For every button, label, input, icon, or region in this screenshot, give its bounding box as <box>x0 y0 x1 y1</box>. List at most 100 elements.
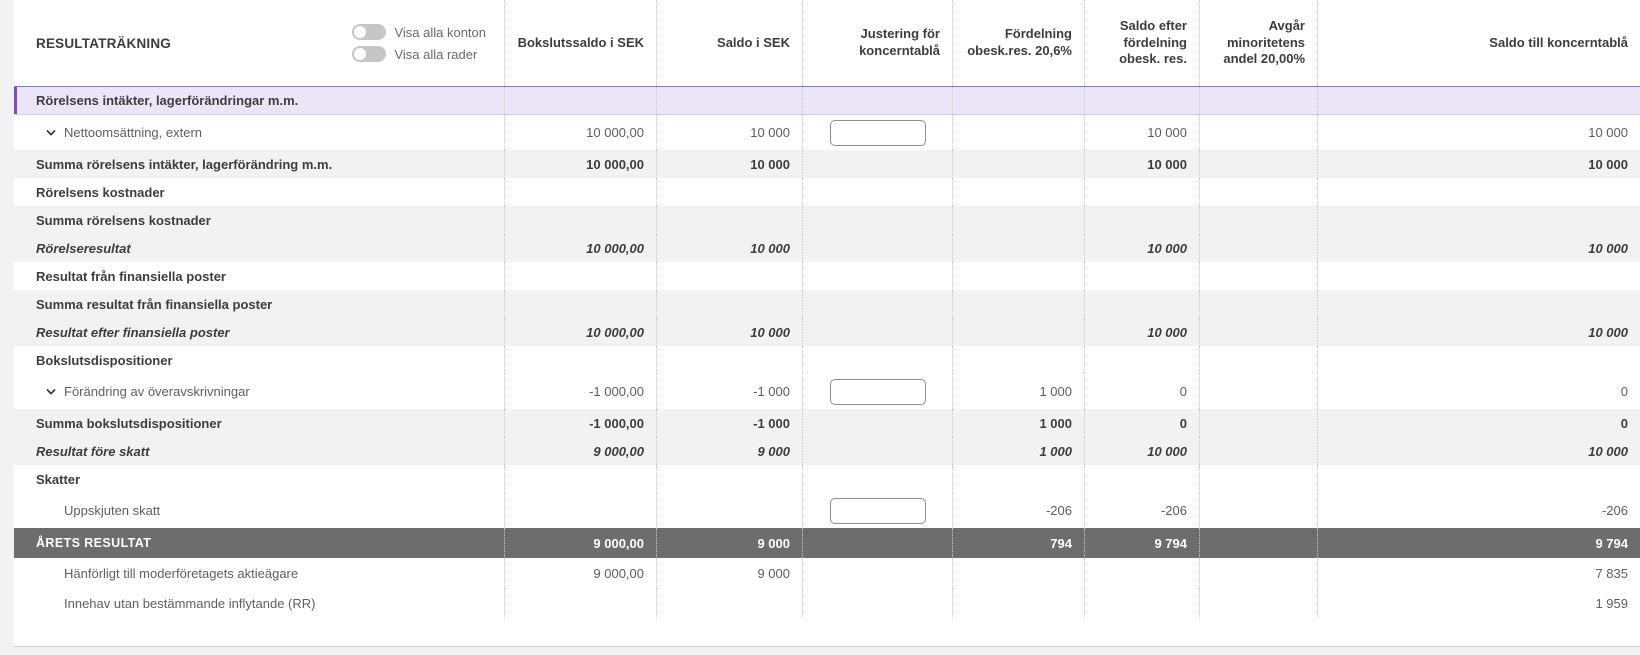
cell-fordelning <box>952 558 1084 588</box>
table-row: Rörelsens intäkter, lagerförändringar m.… <box>14 86 1640 115</box>
row-label-text: Summa bokslutsdispositioner <box>36 415 222 431</box>
cell-justering <box>802 234 952 262</box>
cell-value: 10 000 <box>1588 443 1628 459</box>
cell-saldo-till-koncerntabla: 9 794 <box>1317 528 1640 558</box>
cell-saldo-efter-fordelning: 10 000 <box>1084 234 1199 262</box>
cell-value: 10 000 <box>1588 324 1628 340</box>
table-row: Summa rörelsens kostnader <box>14 206 1640 234</box>
cell-value: -1 000 <box>753 384 790 399</box>
cell-saldo-efter-fordelning <box>1084 178 1199 206</box>
cell-saldo-efter-fordelning: 10 000 <box>1084 437 1199 465</box>
cell-justering <box>802 374 952 409</box>
cell-saldo-till-koncerntabla <box>1317 206 1640 234</box>
row-label: Bokslutsdispositioner <box>14 346 504 374</box>
cell-justering <box>802 493 952 528</box>
cell-justering <box>802 588 952 618</box>
cell-value: 10 000 <box>1147 324 1187 340</box>
cell-saldo-till-koncerntabla: 1 959 <box>1317 588 1640 618</box>
cell-justering <box>802 437 952 465</box>
table-row: Summa resultat från finansiella poster <box>14 290 1640 318</box>
toggle-visa-alla-konton[interactable]: Visa alla konton <box>352 24 486 40</box>
cell-value: 0 <box>1620 384 1628 399</box>
cell-justering <box>802 558 952 588</box>
cell-saldo-till-koncerntabla: 10 000 <box>1317 234 1640 262</box>
cell-saldo: 9 000 <box>656 528 802 558</box>
cell-justering <box>802 409 952 437</box>
table-row: Hänförligt till moderföretagets aktieäga… <box>14 558 1640 588</box>
cell-saldo: 9 000 <box>656 437 802 465</box>
cell-fordelning: 1 000 <box>952 409 1084 437</box>
cell-saldo-till-koncerntabla <box>1317 465 1640 493</box>
cell-saldo-efter-fordelning <box>1084 206 1199 234</box>
cell-saldo-efter-fordelning: 10 000 <box>1084 150 1199 178</box>
adjustment-input[interactable] <box>829 378 926 405</box>
row-label: Förändring av överavskrivningar <box>14 374 504 409</box>
cell-avgar-minoritet <box>1199 206 1317 234</box>
cell-bokslutssaldo <box>504 178 656 206</box>
cell-saldo: 10 000 <box>656 150 802 178</box>
row-label-text: Resultat före skatt <box>36 443 150 459</box>
cell-bokslutssaldo: 9 000,00 <box>504 528 656 558</box>
cell-justering <box>802 318 952 346</box>
cell-saldo <box>656 87 802 114</box>
row-label-text: Innehav utan bestämmande inflytande (RR) <box>64 595 316 611</box>
row-label: Rörelseresultat <box>14 234 504 262</box>
table-header-row: RESULTATRÄKNING Visa alla konton Visa al… <box>14 0 1640 86</box>
cell-fordelning <box>952 588 1084 618</box>
cell-saldo-till-koncerntabla: 10 000 <box>1317 318 1640 346</box>
cell-value: -1 000,00 <box>589 415 644 431</box>
row-label: Summa bokslutsdispositioner <box>14 409 504 437</box>
cell-fordelning <box>952 206 1084 234</box>
chevron-down-icon[interactable] <box>46 128 56 138</box>
page-title: RESULTATRÄKNING <box>36 35 171 51</box>
cell-saldo-efter-fordelning <box>1084 87 1199 114</box>
cell-avgar-minoritet <box>1199 374 1317 409</box>
cell-value: 10 000 <box>1147 125 1187 140</box>
cell-saldo-till-koncerntabla: 10 000 <box>1317 115 1640 150</box>
cell-value: 10 000 <box>750 324 790 340</box>
cell-avgar-minoritet <box>1199 318 1317 346</box>
cell-value: 10 000,00 <box>586 156 644 172</box>
cell-justering <box>802 290 952 318</box>
cell-value: 9 000 <box>757 535 790 551</box>
cell-saldo-till-koncerntabla: 0 <box>1317 374 1640 409</box>
cell-fordelning <box>952 290 1084 318</box>
cell-justering <box>802 178 952 206</box>
adjustment-input[interactable] <box>829 119 926 146</box>
cell-saldo-till-koncerntabla: 0 <box>1317 409 1640 437</box>
cell-saldo-efter-fordelning <box>1084 588 1199 618</box>
cell-value: 9 000 <box>757 443 790 459</box>
toggle-switch-off-icon[interactable] <box>352 24 387 40</box>
row-label-text: Summa rörelsens kostnader <box>36 212 211 228</box>
column-header-saldo-till-koncerntabla: Saldo till koncerntablå <box>1317 0 1640 86</box>
cell-value: 0 <box>1179 384 1187 399</box>
column-header-fordelning: Fördelning obesk.res. 20,6% <box>952 0 1084 86</box>
cell-saldo <box>656 262 802 290</box>
toggle-switch-off-icon[interactable] <box>352 46 387 62</box>
chevron-down-icon[interactable] <box>46 387 56 397</box>
cell-saldo-efter-fordelning <box>1084 558 1199 588</box>
cell-bokslutssaldo <box>504 346 656 374</box>
cell-justering <box>802 206 952 234</box>
column-header-justering: Justering för koncerntablå <box>802 0 952 86</box>
cell-bokslutssaldo: 10 000,00 <box>504 234 656 262</box>
cell-saldo-efter-fordelning: -206 <box>1084 493 1199 528</box>
row-label-text: Hänförligt till moderföretagets aktieäga… <box>64 565 299 581</box>
row-label-text: Resultat från finansiella poster <box>36 268 226 284</box>
table-row: Resultat efter finansiella poster 10 000,… <box>14 318 1640 346</box>
table-row: Summa rörelsens intäkter, lagerförändrin… <box>14 150 1640 178</box>
adjustment-input[interactable] <box>829 497 926 524</box>
toggle-visa-alla-rader[interactable]: Visa alla rader <box>352 46 486 62</box>
cell-bokslutssaldo: 10 000,00 <box>504 318 656 346</box>
cell-saldo: 10 000 <box>656 234 802 262</box>
cell-fordelning: -206 <box>952 493 1084 528</box>
cell-saldo-efter-fordelning <box>1084 262 1199 290</box>
cell-value: 0 <box>1620 415 1628 431</box>
row-label: ÅRETS RESULTAT <box>14 528 504 558</box>
result-statement-table: RESULTATRÄKNING Visa alla konton Visa al… <box>14 0 1640 647</box>
cell-value: -1 000 <box>753 415 790 431</box>
cell-bokslutssaldo: 10 000,00 <box>504 115 656 150</box>
row-label: Hänförligt till moderföretagets aktieäga… <box>14 558 504 588</box>
cell-value: 10 000,00 <box>586 240 644 256</box>
cell-value: -206 <box>1045 503 1072 518</box>
